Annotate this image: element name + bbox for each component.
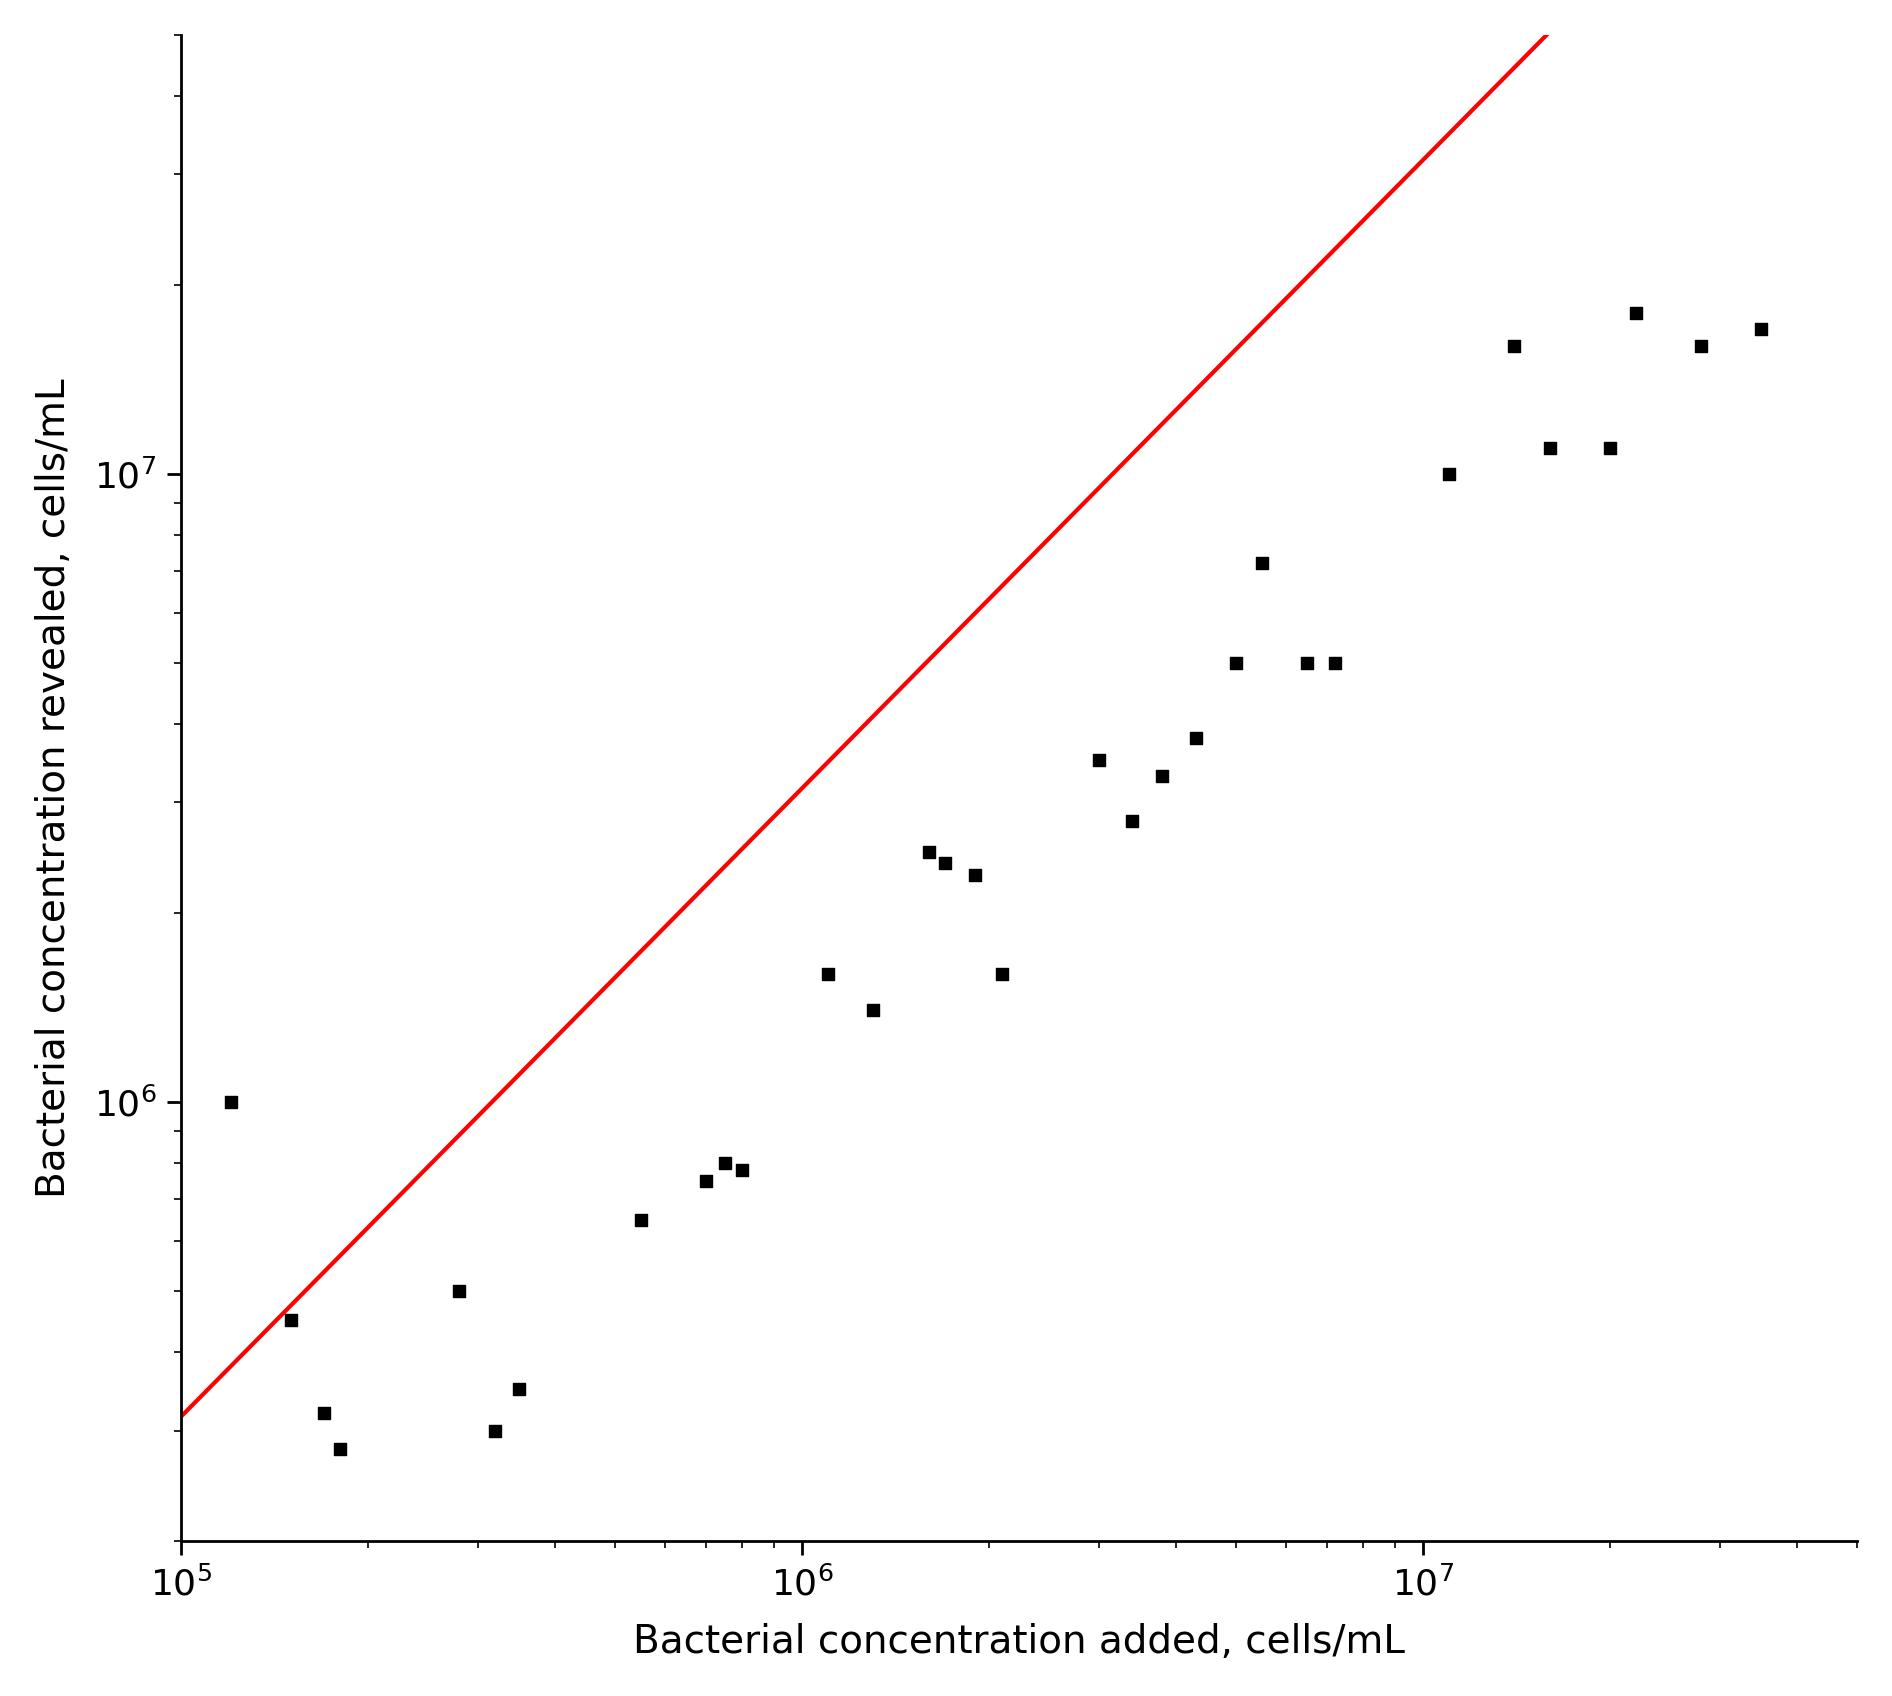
Point [1498,332,1529,360]
Point [691,1167,721,1194]
Point [1534,434,1565,461]
Point [931,850,961,877]
Point [1434,460,1464,487]
Point [1292,650,1323,677]
Point [710,1150,740,1177]
Point [1319,650,1349,677]
Point [914,838,944,865]
Point [1595,434,1625,461]
Point [1247,550,1277,577]
Point [1220,650,1251,677]
Point [1746,315,1777,343]
Point [1116,807,1147,834]
Point [325,1437,356,1464]
Point [216,1089,246,1116]
Point [1147,763,1177,790]
Point [445,1277,475,1304]
Y-axis label: Bacterial concentration revealed, cells/mL: Bacterial concentration revealed, cells/… [34,378,72,1197]
X-axis label: Bacterial concentration added, cells/mL: Bacterial concentration added, cells/mL [634,1623,1406,1662]
Point [988,960,1018,987]
Point [961,862,991,889]
Point [481,1418,511,1445]
Point [727,1157,757,1184]
Point [1686,332,1716,360]
Point [1621,300,1652,327]
Point [276,1306,307,1333]
Point [814,960,844,987]
Point [626,1206,657,1233]
Point [857,997,887,1024]
Point [1181,724,1211,751]
Point [1084,746,1114,773]
Point [503,1375,534,1403]
Point [308,1399,339,1426]
